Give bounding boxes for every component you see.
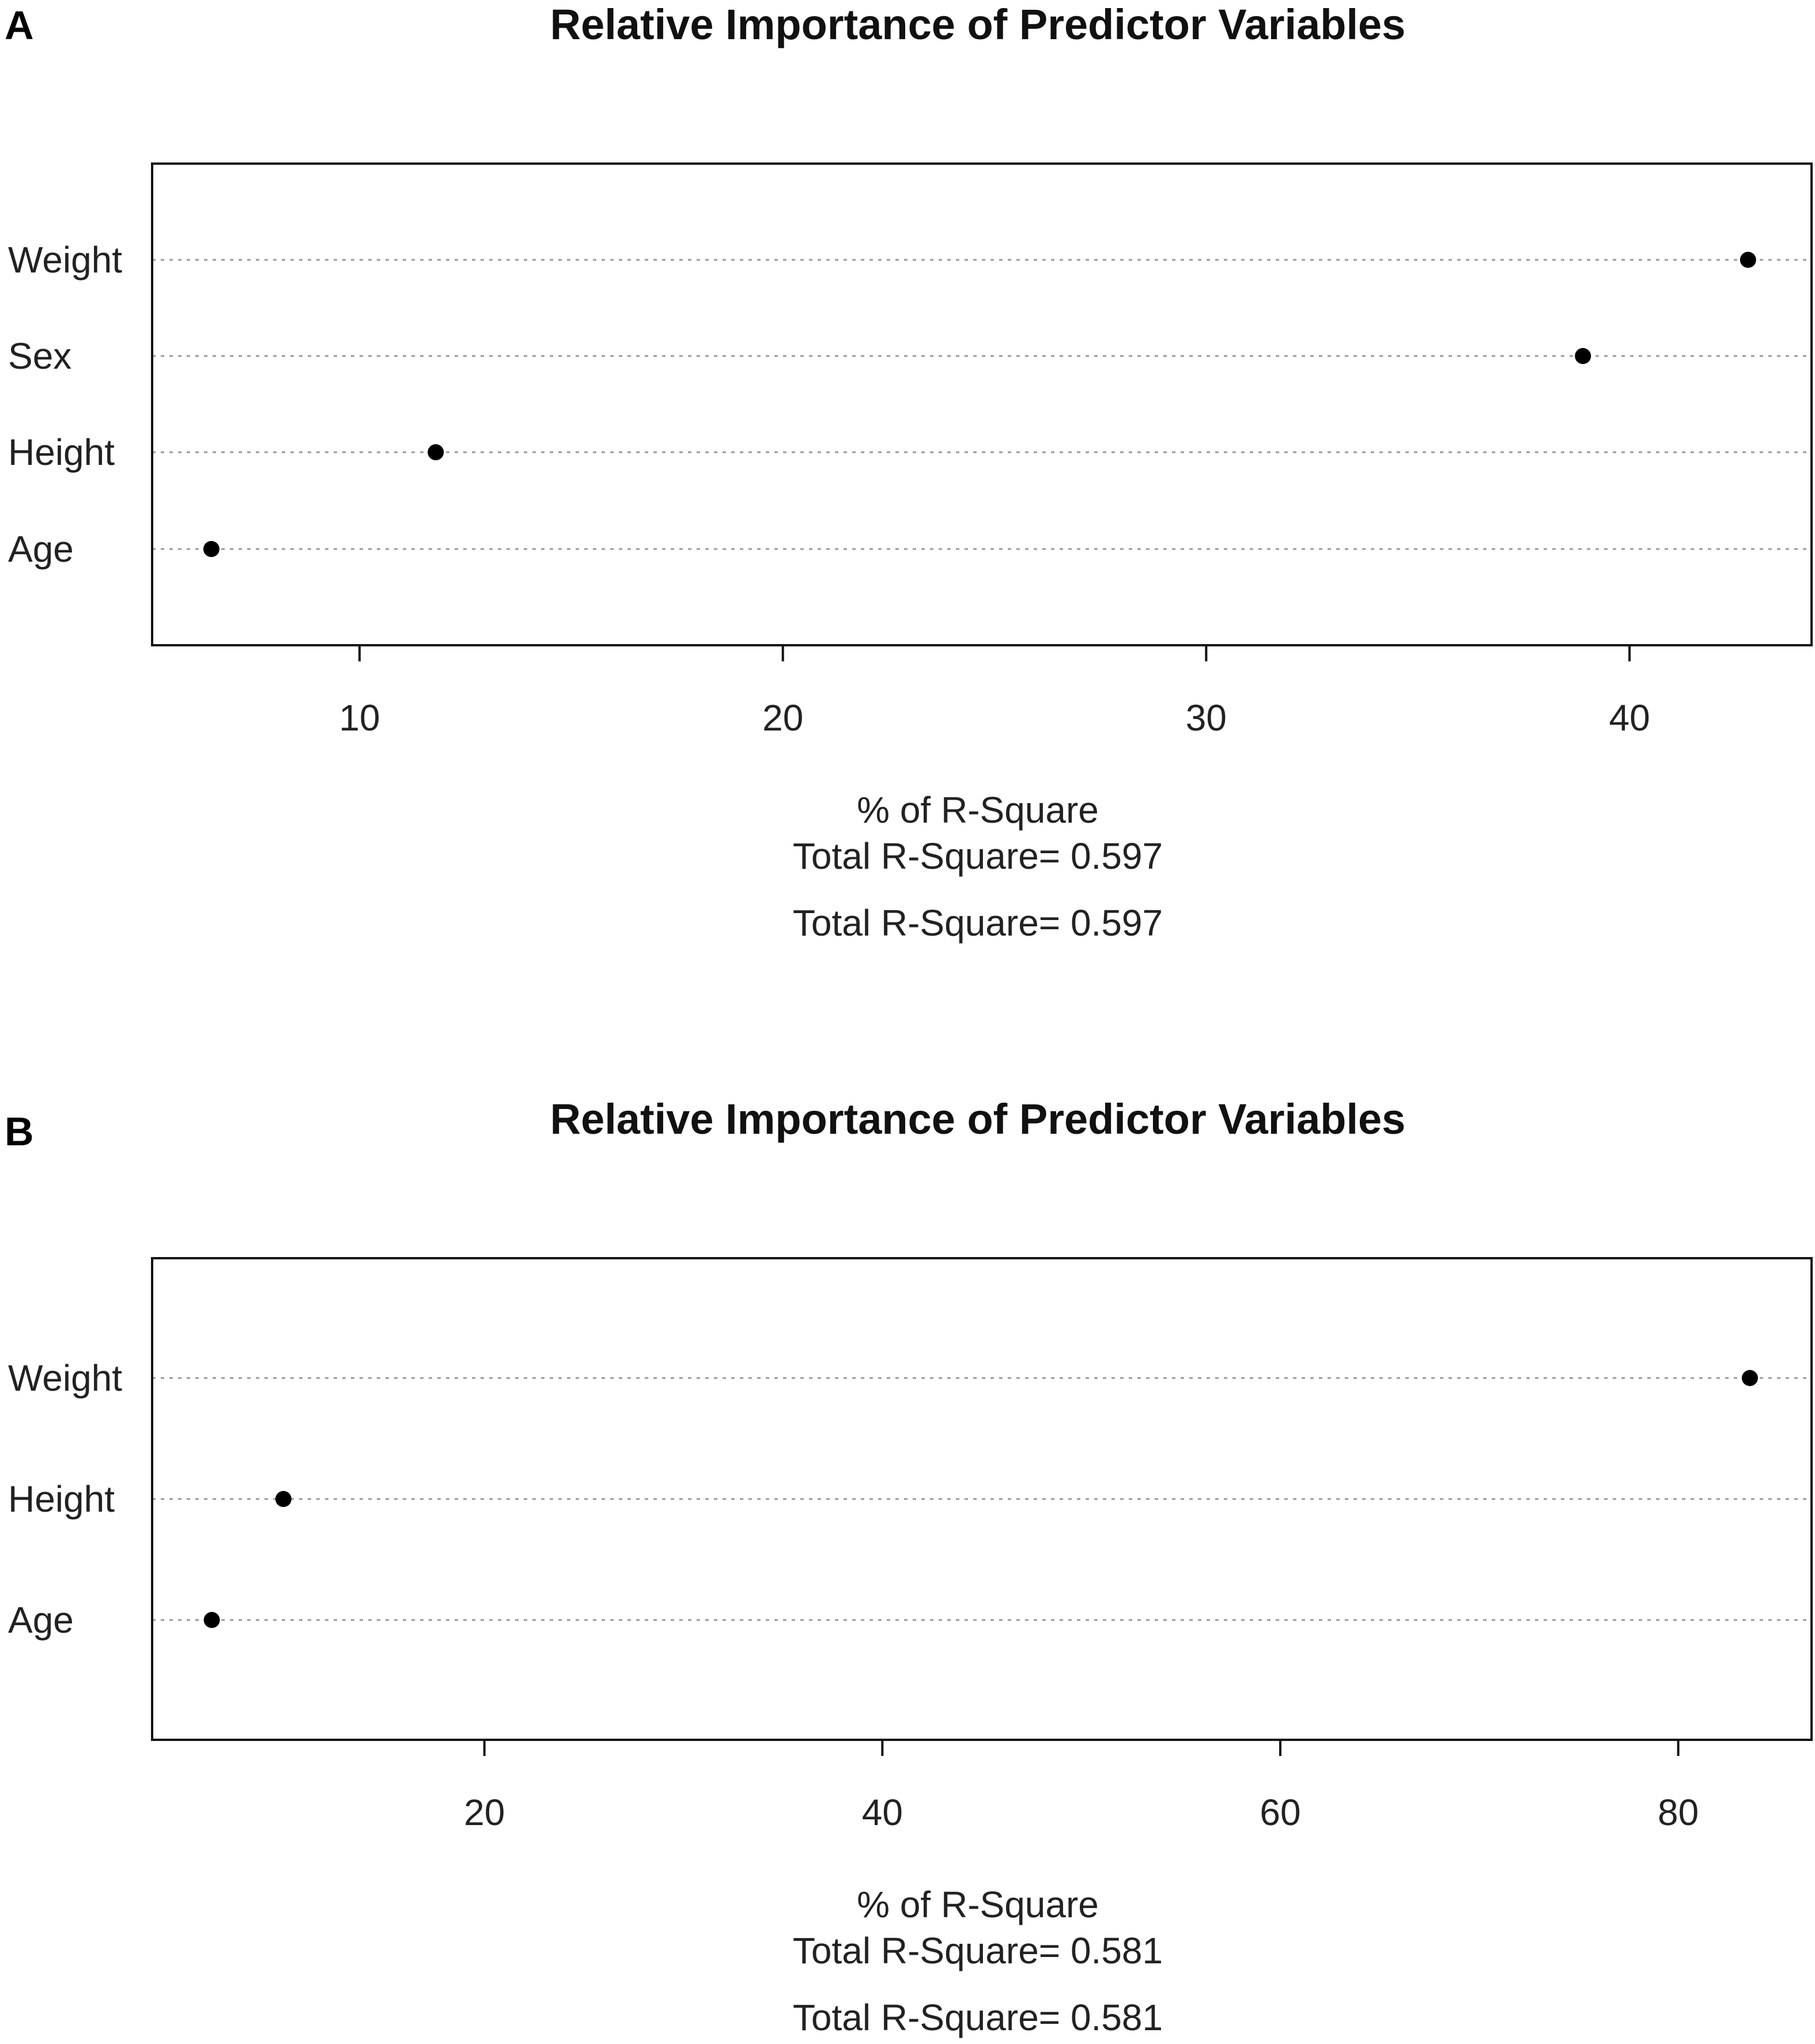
category-label: Sex — [8, 335, 71, 377]
total-r-square-label: Total R-Square= 0.581 — [793, 1930, 1163, 1971]
data-point — [203, 1612, 220, 1628]
category-label: Weight — [8, 239, 122, 281]
total-r-square-note: Total R-Square= 0.597 — [793, 902, 1163, 944]
data-point — [203, 541, 220, 557]
plot-frame — [151, 1257, 1813, 1741]
x-axis-label: % of R-Square — [857, 1884, 1099, 1925]
x-axis-label: % of R-Square — [857, 789, 1099, 831]
panel-label: B — [5, 1109, 34, 1154]
category-label: Age — [8, 528, 74, 570]
total-r-square-note: Total R-Square= 0.581 — [793, 1997, 1163, 2038]
x-tick-label: 30 — [1186, 697, 1227, 739]
x-tick-label: 20 — [464, 1792, 505, 1833]
total-r-square-label: Total R-Square= 0.597 — [793, 835, 1163, 877]
data-point — [1575, 348, 1591, 364]
x-tick-label: 10 — [339, 697, 380, 739]
panel-a: A Relative Importance of Predictor Variab… — [5, 1, 1813, 944]
chart-title: Relative Importance of Predictor Variabl… — [550, 1, 1406, 48]
plot-frame — [151, 162, 1813, 646]
data-point — [428, 444, 444, 460]
panel-b: B Relative Importance of Predictor Variab… — [5, 1095, 1813, 2038]
category-label: Weight — [8, 1357, 122, 1399]
panel-label: A — [5, 3, 34, 48]
chart-title: Relative Importance of Predictor Variabl… — [550, 1095, 1406, 1143]
x-tick-label: 80 — [1658, 1792, 1699, 1833]
data-point — [1740, 252, 1756, 268]
x-tick-label: 40 — [862, 1792, 903, 1833]
category-label: Age — [8, 1599, 74, 1641]
category-label: Height — [8, 431, 115, 473]
data-point — [1741, 1370, 1758, 1386]
x-tick-label: 40 — [1609, 697, 1650, 739]
x-tick-label: 20 — [762, 697, 803, 739]
x-tick-label: 60 — [1260, 1792, 1300, 1833]
category-label: Height — [8, 1478, 115, 1520]
data-point — [275, 1491, 292, 1507]
